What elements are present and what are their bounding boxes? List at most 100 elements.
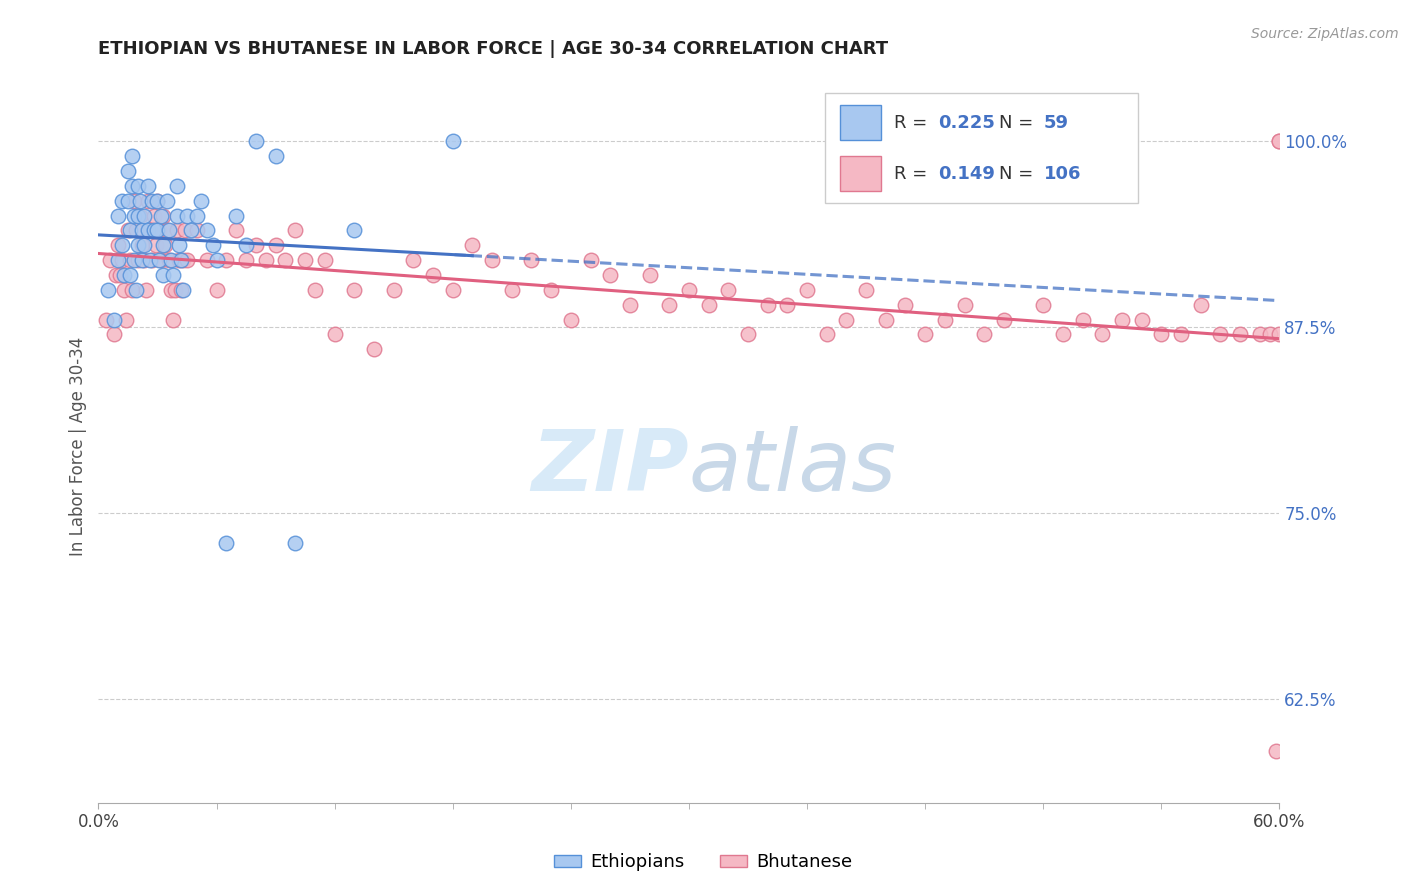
- Point: [235, 253, 257, 268]
- Point: [422, 268, 444, 282]
- Point: [461, 238, 484, 252]
- Point: [284, 535, 307, 549]
- Point: [118, 268, 141, 282]
- Point: [382, 283, 405, 297]
- Point: [111, 194, 134, 208]
- Point: [176, 253, 198, 268]
- Point: [157, 223, 180, 237]
- Point: [1229, 327, 1251, 342]
- Point: [97, 283, 120, 297]
- Point: [141, 253, 163, 268]
- Point: [152, 268, 174, 282]
- Point: [142, 209, 165, 223]
- Text: 0.225: 0.225: [939, 113, 995, 132]
- Point: [756, 298, 779, 312]
- Point: [145, 238, 167, 252]
- Point: [117, 223, 139, 237]
- Point: [118, 253, 141, 268]
- Point: [127, 178, 149, 193]
- Text: ZIP: ZIP: [531, 425, 689, 509]
- Point: [540, 283, 562, 297]
- Point: [131, 253, 153, 268]
- Point: [142, 223, 165, 237]
- Point: [131, 223, 153, 237]
- Point: [205, 253, 228, 268]
- Point: [162, 312, 184, 326]
- Point: [112, 268, 135, 282]
- Point: [1268, 134, 1291, 148]
- Point: [1258, 327, 1281, 342]
- Point: [697, 298, 720, 312]
- Point: [105, 268, 128, 282]
- Point: [638, 268, 661, 282]
- Point: [121, 178, 143, 193]
- Point: [108, 268, 131, 282]
- Point: [136, 223, 159, 237]
- Point: [121, 149, 143, 163]
- Point: [1111, 312, 1133, 326]
- Text: 0.149: 0.149: [939, 164, 995, 183]
- Point: [245, 134, 267, 148]
- Point: [166, 209, 188, 223]
- Point: [363, 343, 385, 357]
- Point: [1130, 312, 1153, 326]
- Point: [1170, 327, 1192, 342]
- Point: [225, 209, 247, 223]
- Point: [157, 253, 180, 268]
- Text: 59: 59: [1045, 113, 1069, 132]
- Point: [717, 283, 740, 297]
- Point: [1071, 312, 1094, 326]
- Point: [96, 312, 118, 326]
- Point: [245, 238, 267, 252]
- Point: [993, 312, 1015, 326]
- Point: [138, 253, 160, 268]
- Point: [796, 283, 818, 297]
- Text: ETHIOPIAN VS BHUTANESE IN LABOR FORCE | AGE 30-34 CORRELATION CHART: ETHIOPIAN VS BHUTANESE IN LABOR FORCE | …: [98, 40, 889, 58]
- Point: [148, 253, 170, 268]
- Point: [138, 223, 160, 237]
- Point: [323, 327, 346, 342]
- Point: [195, 223, 218, 237]
- Point: [1052, 327, 1074, 342]
- Point: [1189, 298, 1212, 312]
- Point: [934, 312, 956, 326]
- Point: [579, 253, 602, 268]
- Point: [103, 312, 125, 326]
- Point: [172, 283, 194, 297]
- Point: [135, 283, 157, 297]
- Point: [1249, 327, 1271, 342]
- Point: [131, 238, 153, 252]
- Point: [501, 283, 523, 297]
- Text: Source: ZipAtlas.com: Source: ZipAtlas.com: [1251, 27, 1399, 41]
- Point: [815, 327, 838, 342]
- Point: [304, 283, 326, 297]
- Point: [1264, 744, 1286, 758]
- Point: [136, 194, 159, 208]
- Point: [186, 223, 208, 237]
- Point: [1150, 327, 1173, 342]
- Point: [112, 283, 135, 297]
- Text: atlas: atlas: [689, 425, 897, 509]
- Point: [128, 194, 150, 208]
- Point: [122, 194, 145, 208]
- Point: [136, 178, 159, 193]
- Point: [215, 535, 238, 549]
- Point: [103, 327, 125, 342]
- Point: [776, 298, 799, 312]
- Point: [132, 238, 155, 252]
- Point: [132, 209, 155, 223]
- Point: [481, 253, 503, 268]
- Text: N =: N =: [1000, 164, 1039, 183]
- Point: [160, 253, 183, 268]
- Point: [973, 327, 995, 342]
- Point: [170, 283, 193, 297]
- Point: [174, 223, 197, 237]
- Point: [132, 253, 155, 268]
- Point: [156, 223, 179, 237]
- Point: [520, 253, 543, 268]
- Point: [254, 253, 277, 268]
- Point: [118, 223, 141, 237]
- Y-axis label: In Labor Force | Age 30-34: In Labor Force | Age 30-34: [69, 336, 87, 556]
- Point: [875, 312, 897, 326]
- Point: [560, 312, 582, 326]
